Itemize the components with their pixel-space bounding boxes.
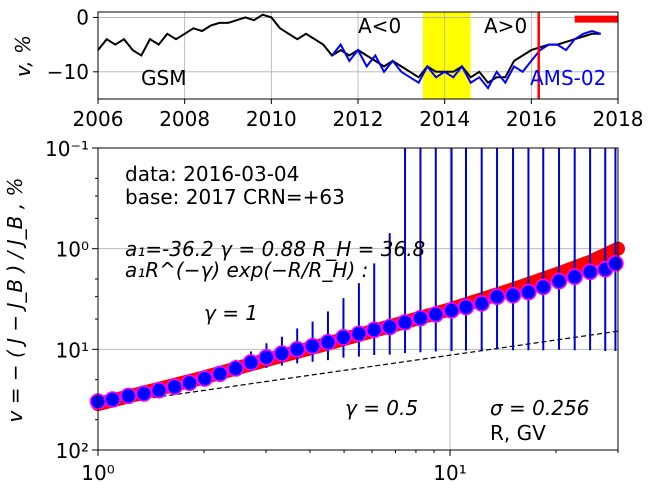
bottom-ylabel: v = − ( J − J_B ) / J_B , % xyxy=(3,178,27,423)
annotation-gamma-1: γ = 1 xyxy=(204,301,258,325)
data-point xyxy=(534,278,552,296)
annotation-sigma: σ = 0.256 xyxy=(490,396,589,420)
top-xtick-label: 2010 xyxy=(246,107,297,131)
data-point xyxy=(473,295,490,312)
data-point xyxy=(181,374,198,392)
data-point xyxy=(457,298,475,316)
annotation-data-date: data: 2016-03-04 xyxy=(125,162,299,186)
data-point xyxy=(581,263,599,281)
data-point xyxy=(488,288,506,305)
top-xtick-label: 2012 xyxy=(333,107,384,131)
series-line-gsm xyxy=(97,13,601,85)
data-point xyxy=(335,329,352,346)
bottom-xlabel: R, GV xyxy=(490,421,546,445)
bottom-ytick-label: 10⁻¹ xyxy=(45,137,89,161)
top-panel: 2006 2008 2010 2012 2014 2016 2018 0 −10 v, % GS… xyxy=(11,5,643,131)
data-points-group xyxy=(89,255,624,410)
top-ticks: 2006 2008 2010 2012 2014 2016 2018 0 −10 xyxy=(47,5,644,131)
top-xtick-label: 2008 xyxy=(159,107,210,131)
data-point xyxy=(288,341,306,358)
top-xtick-label: 2016 xyxy=(506,107,557,131)
data-point xyxy=(550,272,568,290)
data-point xyxy=(520,283,537,301)
top-xtick-label: 2006 xyxy=(73,107,124,131)
bottom-xtick-label: 10⁰ xyxy=(81,461,114,485)
data-point xyxy=(427,306,445,323)
data-point xyxy=(273,345,291,362)
bottom-ticks: 10⁰ 10¹ 10⁻¹ 10⁰ 10¹ 10² xyxy=(45,137,619,485)
top-xtick-label: 2014 xyxy=(419,107,470,131)
data-point xyxy=(396,314,414,331)
top-xtick-label: 2018 xyxy=(593,107,644,131)
bottom-panel: 10⁰ 10¹ 10⁻¹ 10⁰ 10¹ 10² v = − ( J − J_B ) / … xyxy=(3,137,625,485)
annotation-fit-params: a₁=-36.2 γ = 0.88 R_H = 36.8 xyxy=(125,237,425,261)
data-point xyxy=(350,325,368,343)
annotation-a-negative: A<0 xyxy=(358,14,401,38)
annotation-a-positive: A>0 xyxy=(484,14,527,38)
data-point xyxy=(150,381,168,399)
shaded-period-rect xyxy=(423,12,471,99)
annotation-gsm: GSM xyxy=(141,66,186,90)
bottom-ytick-label: 10⁰ xyxy=(56,238,89,262)
data-point xyxy=(196,370,214,387)
top-series-group xyxy=(97,13,602,90)
data-point xyxy=(211,365,229,383)
top-ylabel: v, % xyxy=(11,35,35,77)
series-line-ams-02 xyxy=(331,29,602,90)
data-point xyxy=(258,349,275,366)
data-point xyxy=(104,391,121,408)
bottom-ytick-label: 10² xyxy=(56,439,89,463)
shaded-period-a-negative xyxy=(423,12,471,99)
top-markers xyxy=(537,12,618,99)
data-point xyxy=(381,318,399,336)
data-point xyxy=(242,354,260,371)
data-point xyxy=(227,360,244,377)
bottom-axes-frame xyxy=(97,147,619,451)
data-point xyxy=(304,337,321,355)
annotation-ams-02: AMS-02 xyxy=(530,66,606,90)
annotation-base: base: 2017 CRN=+63 xyxy=(125,185,345,209)
data-point xyxy=(443,302,460,319)
bottom-ytick-label: 10¹ xyxy=(56,338,89,362)
data-point xyxy=(166,378,183,395)
data-point xyxy=(504,286,522,304)
data-point xyxy=(135,385,153,402)
annotation-gamma-05: γ = 0.5 xyxy=(345,396,418,420)
data-point xyxy=(412,309,429,327)
top-grid xyxy=(97,12,619,99)
data-point xyxy=(365,321,383,339)
top-ytick-label: 0 xyxy=(76,5,89,29)
data-point xyxy=(607,255,624,272)
data-point xyxy=(566,268,583,286)
data-point xyxy=(120,387,137,405)
data-point xyxy=(319,333,337,351)
top-ytick-label: −10 xyxy=(47,60,89,84)
bottom-xtick-label: 10¹ xyxy=(433,461,466,485)
annotation-fit-formula: a₁R^(−γ) exp(−R/R_H) : xyxy=(125,258,368,282)
